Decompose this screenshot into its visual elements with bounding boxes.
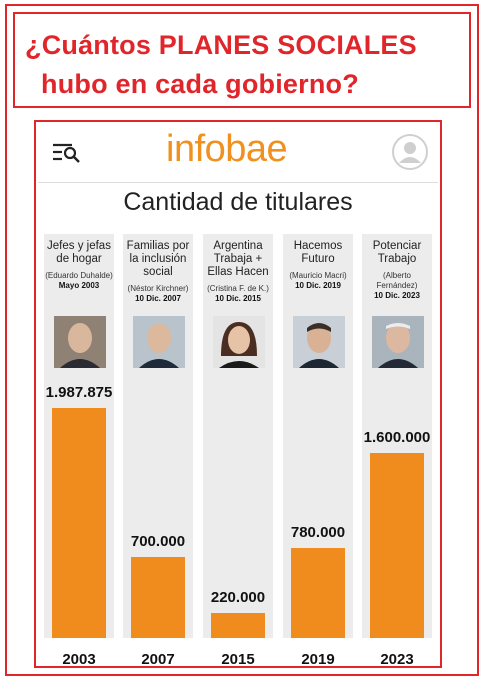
- x-tick-label: 2023: [380, 651, 414, 668]
- x-tick-label: 2007: [141, 651, 175, 668]
- user-avatar-icon[interactable]: [392, 134, 428, 170]
- bar-2015: [211, 612, 265, 638]
- headline-line-1: ¿Cuántos PLANES SOCIALES: [25, 30, 417, 60]
- x-tick-label: 2003: [62, 651, 96, 668]
- column-2015: Argentina Trabaja + Ellas Hacen (Cristin…: [203, 234, 273, 638]
- column-header: Jefes y jefas de hogar (Eduardo Duhalde)…: [44, 240, 114, 291]
- leader-photo: [293, 316, 345, 368]
- leader-photo: [213, 316, 265, 368]
- bar-value-label: 700.000: [130, 533, 186, 550]
- infobae-logo[interactable]: infobae: [166, 128, 288, 170]
- chart-title: Cantidad de titulares: [123, 188, 353, 216]
- column-header: Potenciar Trabajo (Alberto Fernández) 10…: [362, 240, 432, 301]
- bar-2003: [52, 408, 106, 638]
- program-leader: (Mauricio Macri): [289, 271, 347, 280]
- program-date: 10 Dic. 2015: [215, 294, 261, 303]
- leader-photo: [133, 316, 185, 368]
- program-date: 10 Dic. 2007: [135, 294, 181, 303]
- program-leader: (Néstor Kirchner): [127, 284, 189, 293]
- program-leader: (Cristina F. de K.): [207, 284, 269, 293]
- program-name: Argentina Trabaja + Ellas Hacen: [207, 240, 269, 278]
- bar-2019: [291, 547, 345, 638]
- leader-photo: [372, 316, 424, 368]
- outer-frame: [5, 4, 479, 676]
- bar-2023: [370, 452, 424, 638]
- headline-line-2: hubo en cada gobierno?: [41, 69, 359, 99]
- column-header: Familias por la inclusión social (Néstor…: [123, 240, 193, 304]
- x-tick-label: 2015: [221, 651, 255, 668]
- program-leader: (Alberto Fernández): [376, 271, 418, 290]
- leader-photo: [54, 316, 106, 368]
- bar-value-label: 1.600.000: [363, 428, 431, 446]
- header-divider: [38, 182, 438, 183]
- x-tick-label: 2019: [301, 651, 335, 668]
- program-name: Hacemos Futuro: [293, 240, 343, 265]
- bar-2007: [131, 557, 185, 638]
- program-name: Jefes y jefas de hogar: [47, 240, 111, 265]
- program-date: Mayo 2003: [58, 281, 100, 290]
- program-date: 10 Dic. 2023: [374, 291, 420, 300]
- bar-value-label: 220.000: [210, 588, 266, 606]
- program-leader: (Eduardo Duhalde): [45, 271, 113, 280]
- bar-value-label: 1.987.875: [45, 384, 113, 401]
- program-name: Familias por la inclusión social: [126, 240, 190, 278]
- program-date: 10 Dic. 2019: [295, 281, 341, 290]
- chart-card: infobae Cantidad de titulares Jefes y je…: [34, 120, 442, 668]
- bar-value-label: 780.000: [290, 523, 346, 541]
- menu-search-icon[interactable]: [52, 142, 82, 164]
- program-name: Potenciar Trabajo: [372, 240, 422, 265]
- column-header: Argentina Trabaja + Ellas Hacen (Cristin…: [203, 240, 273, 304]
- column-header: Hacemos Futuro (Mauricio Macri) 10 Dic. …: [283, 240, 353, 291]
- headline-box: ¿Cuántos PLANES SOCIALES hubo en cada go…: [13, 12, 471, 108]
